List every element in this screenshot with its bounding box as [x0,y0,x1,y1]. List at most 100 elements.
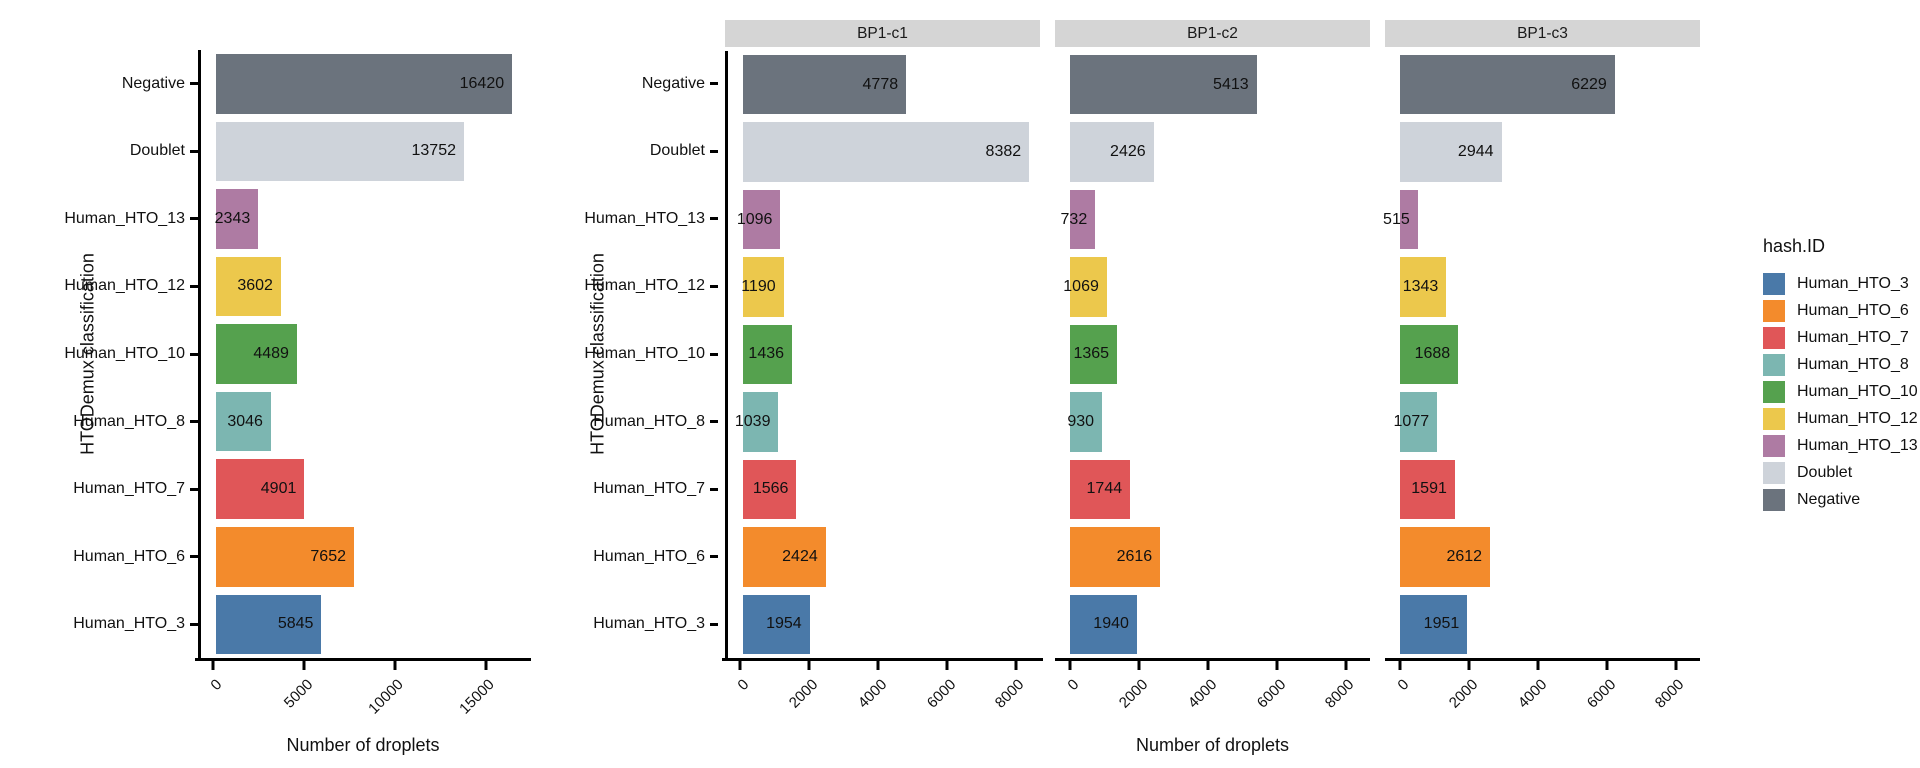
bar-negative [1070,55,1257,115]
x-axis-tick-label-text: 5000 [280,676,317,712]
bar-value-label: 515 [1383,210,1410,228]
bar-human_hto_8 [1070,392,1103,452]
facet-panel-bp1c2: 5413 2426 732 1069 1365 930 1744 2616 1940 [1055,51,1370,658]
legend: hash.ID Human_HTO_3 Human_HTO_6 Human_HTO_… [1763,236,1918,513]
bar-value-label: 1744 [1086,480,1123,498]
legend-item-label: Doublet [1797,463,1853,481]
y-axis-category-label: Negative [121,74,185,92]
x-axis-tick-mark [1536,661,1540,670]
legend-item-label: Human_HTO_8 [1797,355,1909,373]
x-axis-tick-mark [1398,661,1402,670]
y-axis-category-label: Human_HTO_8 [593,412,705,430]
bar-row: 2343 [201,185,528,253]
y-axis-row: Negative [0,50,198,118]
bar-row: 1343 [1385,253,1700,320]
left-y-axis-labels: Negative Doublet Human_HTO_13 Human_HTO_12 H… [0,50,198,658]
bar-human_hto_13 [1400,189,1418,250]
bar-row: 1954 [728,591,1040,658]
y-axis-tick-mark [710,622,718,626]
bar-value-label: 7652 [310,547,346,565]
x-axis-tick-mark [302,661,306,670]
bar-row: 1365 [1055,321,1370,388]
y-axis-row: Human_HTO_12 [0,253,198,321]
x-axis-tick-label-text: 8000 [992,676,1028,712]
x-axis-tick-mark [1344,661,1348,670]
y-axis-tick-mark [710,217,718,221]
x-axis-tick-mark [211,661,215,670]
x-axis-tick-mark [1275,661,1279,670]
bar-doublet [216,121,464,182]
y-axis-category-label: Human_HTO_10 [584,345,705,363]
bar-value-label: 4778 [862,75,899,93]
legend-color-swatch [1763,272,1785,295]
legend-item-human_hto_13: Human_HTO_13 [1763,432,1918,459]
left-plot-panel: 16420 13752 2343 3602 4489 3046 4901 7652 5845 [198,50,528,658]
bar-human_hto_3 [216,594,322,655]
bar-row: 1436 [728,321,1040,388]
bar-value-label: 16420 [459,74,505,92]
bar-value-label: 8382 [985,143,1022,161]
y-axis-category-label: Human_HTO_10 [64,345,185,363]
x-axis-tick-label-text: 0 [734,676,753,694]
y-axis-tick-mark [710,555,718,559]
bar-human_hto_8 [1400,392,1438,452]
x-axis-tick-label-text: 8000 [1652,676,1688,712]
x-axis-tick-label-text: 6000 [1253,676,1289,712]
y-axis-row: Human_HTO_10 [578,320,718,388]
bar-value-label: 1688 [1414,345,1451,363]
y-axis-category-label: Human_HTO_12 [584,277,705,295]
x-axis-tick-label-text: 0 [207,676,226,694]
y-axis-row: Human_HTO_7 [578,455,718,523]
facet-y-axis-labels: Negative Doublet Human_HTO_13 Human_HTO_12 H… [578,50,718,658]
bar-value-label: 930 [1067,412,1095,430]
x-axis-tick-label-text: 2000 [1445,676,1481,712]
bar-row: 1591 [1385,456,1700,523]
x-axis-tick-mark [807,661,811,670]
bar-value-label: 5845 [277,615,314,633]
x-axis-tick-mark [945,661,949,670]
y-axis-tick-mark [190,420,198,424]
x-axis-tick-label-text: 4000 [1184,676,1220,712]
facet-strip-bp1c1: BP1-c1 [725,20,1040,47]
y-axis-tick-mark [190,622,198,626]
bar-value-label: 4901 [260,480,297,498]
y-axis-category-label: Negative [641,74,705,92]
y-axis-row: Human_HTO_7 [0,455,198,523]
x-axis-tick-label-text: 0 [1064,676,1083,694]
x-axis-tick-label-text: 10000 [365,676,408,718]
x-axis-tick-label-text: 15000 [456,676,499,718]
left-x-axis-line [195,658,531,661]
bar-human_hto_7 [1400,459,1455,520]
bar-human_hto_10 [1070,324,1118,385]
bar-row: 1039 [728,388,1040,455]
bar-row: 1069 [1055,253,1370,320]
bar-doublet [743,122,1030,182]
legend-color-swatch [1763,488,1785,511]
x-axis-tick-mark [1014,661,1018,670]
bar-human_hto_8 [216,391,271,452]
bar-human_hto_3 [1400,594,1468,654]
bar-row: 7652 [201,523,528,591]
bar-human_hto_3 [1070,594,1137,654]
y-axis-row: Negative [578,50,718,118]
x-axis-tick-mark [1206,661,1210,670]
bar-row: 3602 [201,253,528,321]
y-axis-tick-mark [190,487,198,491]
y-axis-tick-mark [710,149,718,153]
y-axis-tick-mark [710,82,718,86]
x-axis-tick-label-text: 2000 [1115,676,1151,712]
x-axis-tick-label-text: 2000 [785,676,821,712]
bar-value-label: 1190 [741,278,776,296]
y-axis-row: Human_HTO_6 [0,523,198,591]
x-axis-tick-label-text: 6000 [923,676,959,712]
bar-row: 3046 [201,388,528,456]
bar-row: 8382 [728,118,1040,185]
legend-item-label: Human_HTO_13 [1797,436,1918,454]
legend-item-label: Human_HTO_12 [1797,409,1918,427]
bar-row: 2944 [1385,118,1700,185]
y-axis-row: Human_HTO_13 [578,185,718,253]
bar-negative [743,55,907,115]
legend-items: Human_HTO_3 Human_HTO_6 Human_HTO_7 Human_H… [1763,270,1918,513]
legend-color-swatch [1763,407,1785,430]
y-axis-category-label: Doublet [649,142,705,160]
